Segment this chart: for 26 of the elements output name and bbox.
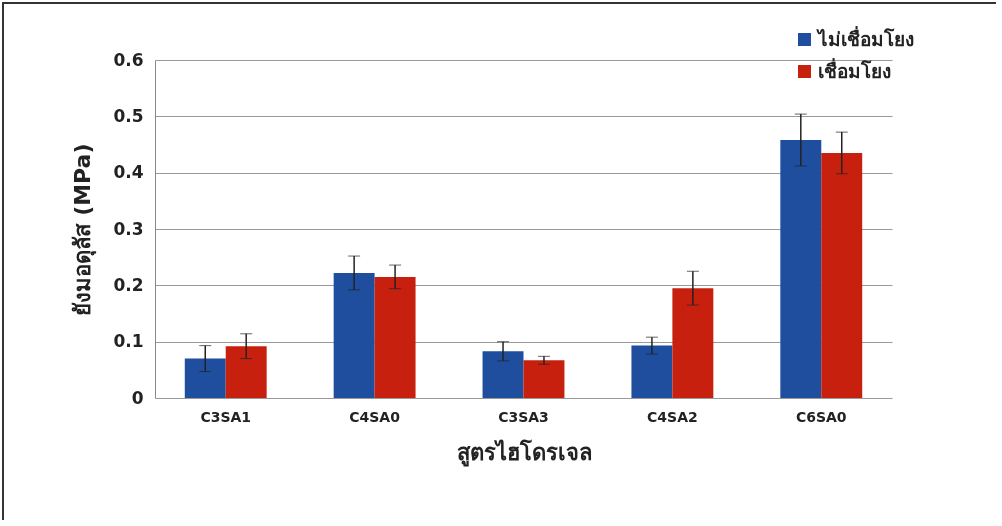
bar — [523, 360, 565, 398]
y-tick-label: 0 — [131, 387, 144, 408]
bar — [184, 358, 226, 398]
bar — [225, 346, 267, 398]
x-axis-title: สูตรไฮโดรเจล — [456, 438, 592, 467]
x-tick-label: C4SA2 — [647, 408, 698, 425]
bar — [482, 351, 524, 398]
y-axis-title: ยังมอดุลัส (MPa) — [70, 143, 98, 316]
bar — [821, 152, 863, 398]
bar — [631, 345, 673, 398]
x-tick-label: C3SA1 — [200, 408, 252, 425]
legend-label: เชื่อมโยง — [818, 57, 891, 82]
x-tick-label: C6SA0 — [795, 408, 847, 425]
bar — [374, 276, 416, 398]
y-tick-label: 0.5 — [113, 105, 144, 126]
bar — [780, 139, 822, 398]
y-tick-label: 0.4 — [113, 162, 144, 183]
y-tick-label: 0.2 — [113, 274, 144, 295]
y-tick-label: 0.1 — [113, 331, 144, 352]
x-tick-label: C3SA3 — [498, 408, 549, 425]
y-tick-label: 0.6 — [113, 49, 144, 70]
bar — [333, 272, 375, 398]
legend-label: ไม่เชื่อมโยง — [816, 25, 914, 50]
bar — [672, 288, 714, 398]
y-tick-label: 0.3 — [113, 218, 144, 239]
x-tick-label: C4SA0 — [349, 408, 401, 425]
